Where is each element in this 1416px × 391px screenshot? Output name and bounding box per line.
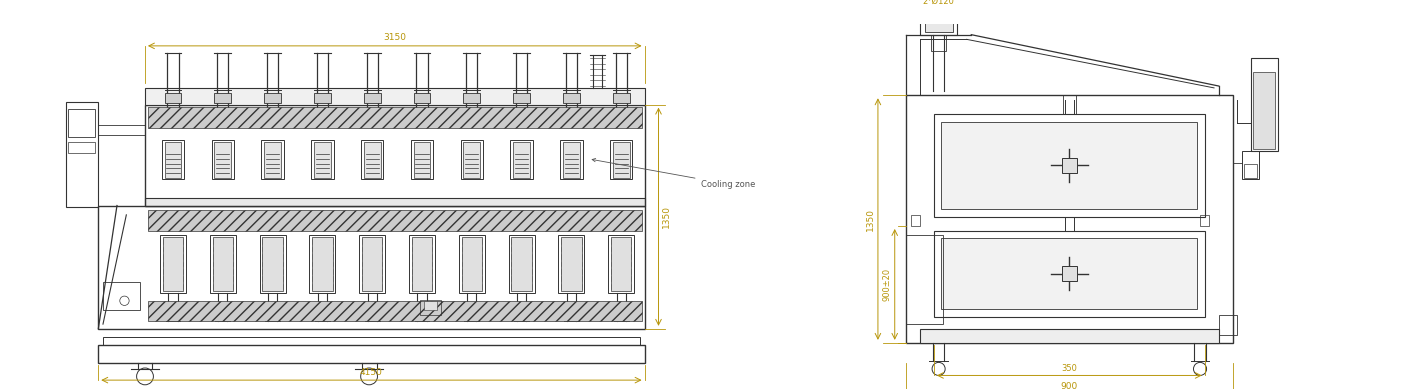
Bar: [265, 142, 280, 178]
Bar: [409, 235, 435, 293]
Bar: [508, 235, 535, 293]
Bar: [147, 210, 641, 231]
Bar: [144, 105, 644, 206]
Bar: [364, 93, 381, 103]
Bar: [160, 235, 185, 293]
Bar: [314, 142, 331, 178]
Bar: [98, 206, 644, 329]
Bar: [920, 329, 1219, 343]
Bar: [460, 140, 483, 179]
Bar: [412, 237, 432, 291]
Text: 900: 900: [1061, 382, 1078, 391]
Text: Cooling zone: Cooling zone: [592, 158, 755, 188]
Bar: [65, 102, 98, 207]
Bar: [463, 142, 480, 178]
Bar: [214, 142, 231, 178]
Bar: [932, 35, 946, 52]
Bar: [920, 14, 957, 35]
Bar: [610, 237, 632, 291]
Bar: [144, 198, 644, 206]
Bar: [613, 142, 630, 178]
Bar: [906, 95, 1233, 343]
Bar: [564, 93, 579, 103]
Bar: [164, 142, 181, 178]
Bar: [212, 237, 234, 291]
Text: 350: 350: [1062, 364, 1078, 373]
Bar: [1253, 72, 1274, 149]
Bar: [558, 235, 585, 293]
Bar: [607, 235, 634, 293]
Text: 900±20: 900±20: [882, 268, 892, 301]
Bar: [362, 237, 382, 291]
Bar: [1063, 95, 1076, 114]
Bar: [210, 235, 236, 293]
Bar: [259, 235, 286, 293]
Bar: [103, 337, 640, 344]
Bar: [262, 237, 283, 291]
Bar: [1062, 266, 1076, 281]
Bar: [364, 142, 381, 178]
Bar: [147, 301, 641, 321]
Bar: [510, 140, 532, 179]
Bar: [425, 301, 438, 310]
Bar: [613, 93, 630, 103]
Bar: [1252, 58, 1277, 151]
Bar: [1062, 158, 1076, 173]
Text: 1350: 1350: [661, 205, 671, 228]
Bar: [214, 93, 231, 103]
Bar: [312, 237, 333, 291]
Bar: [906, 235, 943, 324]
Bar: [361, 140, 384, 179]
Bar: [164, 93, 181, 103]
Bar: [1199, 215, 1209, 226]
Bar: [211, 140, 234, 179]
Bar: [511, 237, 532, 291]
Bar: [312, 140, 334, 179]
Bar: [459, 235, 484, 293]
Bar: [935, 114, 1205, 217]
Bar: [513, 142, 530, 178]
Bar: [147, 108, 641, 128]
Bar: [935, 231, 1205, 317]
Bar: [561, 140, 582, 179]
Bar: [98, 344, 644, 363]
Bar: [144, 88, 644, 105]
Bar: [462, 237, 481, 291]
Bar: [68, 109, 95, 137]
Bar: [463, 93, 480, 103]
Bar: [942, 122, 1198, 209]
Bar: [413, 93, 430, 103]
Bar: [1242, 151, 1259, 179]
Bar: [360, 235, 385, 293]
Bar: [910, 215, 920, 226]
Bar: [68, 142, 95, 153]
Bar: [262, 140, 283, 179]
Text: 2*Ø120: 2*Ø120: [923, 0, 954, 6]
Bar: [413, 142, 430, 178]
Bar: [925, 17, 953, 32]
Text: 3150: 3150: [384, 33, 406, 42]
Bar: [610, 140, 633, 179]
Bar: [309, 235, 336, 293]
Bar: [161, 140, 184, 179]
Bar: [265, 93, 280, 103]
Bar: [421, 300, 440, 315]
Bar: [103, 282, 140, 310]
Bar: [942, 238, 1198, 309]
Bar: [561, 237, 582, 291]
Bar: [411, 140, 433, 179]
Bar: [1243, 165, 1257, 178]
Bar: [513, 93, 530, 103]
Text: 4150: 4150: [360, 368, 382, 377]
Bar: [314, 93, 331, 103]
Bar: [1219, 315, 1238, 335]
Bar: [163, 237, 183, 291]
Bar: [564, 142, 579, 178]
Text: 1350: 1350: [867, 208, 875, 231]
